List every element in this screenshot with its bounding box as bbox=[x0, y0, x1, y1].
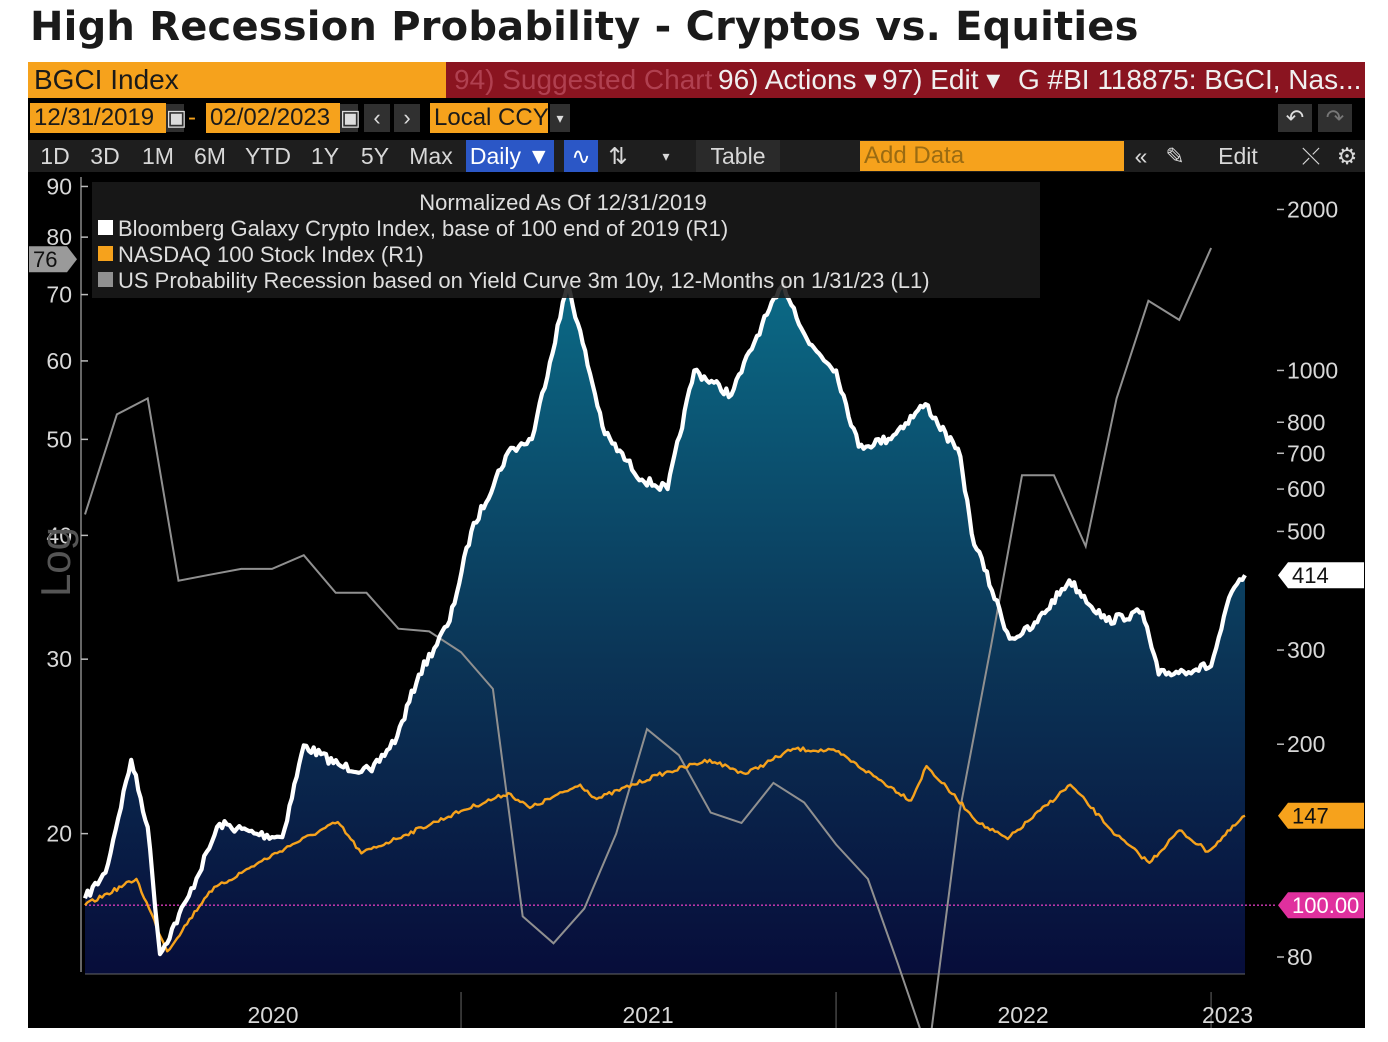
collapse-icon[interactable]: « bbox=[1134, 143, 1148, 169]
legend-entry: US Probability Recession based on Yield … bbox=[118, 268, 930, 293]
chevron-down-icon[interactable]: ▾ bbox=[662, 148, 670, 164]
end-date-input[interactable]: 02/02/2023 bbox=[206, 103, 340, 133]
suggested-charts-menu[interactable]: 94) Suggested Charts bbox=[446, 62, 716, 98]
right-axis-tick-label: 200 bbox=[1287, 731, 1325, 757]
date-separator: - bbox=[188, 104, 196, 131]
legend-swatch bbox=[98, 246, 113, 261]
redo-icon[interactable]: ↷ bbox=[1318, 104, 1352, 132]
right-axis-tick-label: 1000 bbox=[1287, 357, 1338, 383]
add-data-input[interactable]: Add Data bbox=[860, 141, 1124, 171]
right-axis-tick-label: 800 bbox=[1287, 409, 1325, 435]
legend-entry: Bloomberg Galaxy Crypto Index, base of 1… bbox=[118, 216, 728, 241]
command-bar: BGCI Index 94) Suggested Charts 96) Acti… bbox=[28, 62, 1365, 100]
chart-plot: 20 30 40 50 60 70 80 90 Log 80 200 300 500 600 700 800 1… bbox=[29, 173, 1364, 1028]
pencil-icon[interactable]: ✎ bbox=[1165, 143, 1185, 169]
period-tab[interactable]: 1D bbox=[40, 143, 70, 169]
calendar-icon[interactable]: ▣ bbox=[340, 104, 361, 132]
actions-menu[interactable]: 96) Actions ▾ bbox=[712, 62, 876, 98]
right-axis-tick-label: 700 bbox=[1287, 440, 1325, 466]
left-axis-tick-label: 70 bbox=[46, 282, 72, 308]
security-label[interactable]: G #BI 118875: BGCI, Nas... bbox=[1000, 62, 1365, 98]
period-tab[interactable]: 1Y bbox=[310, 143, 340, 169]
nasdaq-value-tag: 147 bbox=[1292, 804, 1329, 829]
line-chart-icon[interactable]: ∿ bbox=[564, 140, 598, 172]
table-button[interactable]: Table bbox=[696, 140, 780, 172]
frequency-select[interactable]: Daily ▼ bbox=[466, 140, 554, 172]
x-axis-label: 2022 bbox=[997, 1002, 1048, 1028]
chevron-down-icon[interactable]: ▾ bbox=[550, 104, 570, 132]
left-axis-tick-label: 90 bbox=[46, 173, 72, 199]
left-axis-tick-label: 60 bbox=[46, 348, 72, 374]
chart-terminal: BGCI Index 94) Suggested Charts 96) Acti… bbox=[28, 62, 1365, 1028]
legend-entry: NASDAQ 100 Stock Index (R1) bbox=[118, 242, 424, 267]
period-tab[interactable]: 3D bbox=[90, 143, 120, 169]
ticker-field[interactable]: BGCI Index bbox=[28, 62, 446, 98]
period-tab[interactable]: 6M bbox=[194, 143, 226, 169]
left-axis-tick-label: 20 bbox=[46, 821, 72, 847]
left-axis-tick-label: 80 bbox=[46, 224, 72, 250]
currency-select[interactable]: Local CCY bbox=[430, 103, 549, 133]
legend-box bbox=[92, 182, 1040, 298]
left-axis-tick-label: 40 bbox=[46, 522, 72, 548]
undo-icon[interactable]: ↶ bbox=[1278, 104, 1312, 132]
nasdaq-value-tag-bg bbox=[1278, 802, 1364, 829]
crypto-line bbox=[83, 281, 1247, 957]
page-title: High Recession Probability - Cryptos vs.… bbox=[30, 4, 1139, 50]
recession-probability-line bbox=[84, 247, 1213, 1028]
chevron-right-icon[interactable]: › bbox=[394, 104, 420, 132]
period-tab[interactable]: Max bbox=[409, 143, 453, 169]
base-value-tag: 100.00 bbox=[1292, 893, 1359, 918]
crypto-value-tag: 414 bbox=[1292, 563, 1329, 588]
period-tab[interactable]: YTD bbox=[245, 143, 291, 169]
edit-menu[interactable]: 97) Edit ▾ bbox=[876, 62, 1000, 98]
left-value-tag: 76 bbox=[33, 247, 57, 272]
legend-title: Normalized As Of 12/31/2019 bbox=[419, 190, 706, 215]
right-axis-tick-label: 80 bbox=[1287, 944, 1313, 970]
base-value-tag-bg bbox=[1278, 892, 1364, 919]
x-axis-label: 2021 bbox=[622, 1002, 673, 1028]
left-axis-tick-label: 30 bbox=[46, 646, 72, 672]
zoom-icon[interactable]: ⤬ bbox=[1301, 143, 1321, 169]
start-date-input[interactable]: 12/31/2019 bbox=[30, 103, 166, 133]
calendar-icon[interactable]: ▣ bbox=[166, 104, 187, 132]
crypto-area-fill bbox=[85, 283, 1245, 974]
right-axis-tick-label: 300 bbox=[1287, 637, 1325, 663]
crypto-value-tag-bg bbox=[1278, 562, 1364, 589]
right-axis-tick-label: 500 bbox=[1287, 518, 1325, 544]
left-value-tag-bg bbox=[29, 246, 77, 273]
left-axis-tick-label: 50 bbox=[46, 426, 72, 452]
period-tab[interactable]: 5Y bbox=[360, 143, 390, 169]
period-tab[interactable]: 1M bbox=[142, 143, 174, 169]
legend-swatch bbox=[98, 272, 113, 287]
date-bar: 12/31/2019 ▣ - 02/02/2023 ▣ ‹ › Local CC… bbox=[28, 103, 1365, 135]
left-axis-scale-label: Log bbox=[32, 527, 79, 597]
chevron-left-icon[interactable]: ‹ bbox=[364, 104, 390, 132]
x-axis-label: 2020 bbox=[247, 1002, 298, 1028]
x-axis-label: 2023 bbox=[1202, 1002, 1253, 1028]
legend-swatch bbox=[98, 220, 113, 235]
right-axis-tick-label: 2000 bbox=[1287, 196, 1338, 222]
bar-chart-icon[interactable]: ⇅ bbox=[608, 143, 628, 169]
gear-icon[interactable]: ⚙ bbox=[1336, 143, 1358, 169]
right-axis-tick-label: 600 bbox=[1287, 476, 1325, 502]
nasdaq-line bbox=[84, 746, 1246, 953]
